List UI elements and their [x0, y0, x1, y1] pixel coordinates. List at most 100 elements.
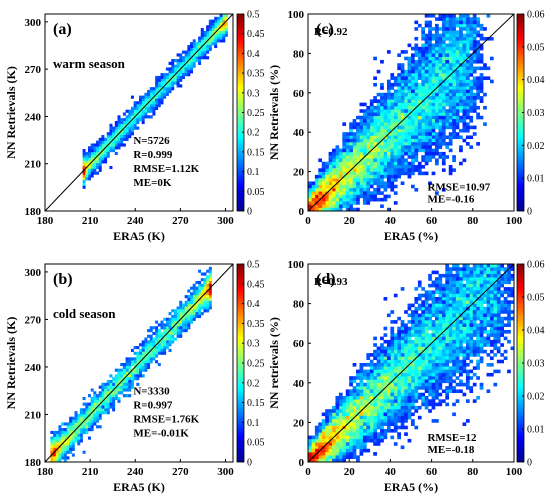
density-cell	[435, 132, 439, 136]
density-cell	[117, 143, 121, 147]
density-cell	[421, 306, 426, 311]
density-cell	[362, 158, 367, 163]
density-cell	[393, 158, 398, 163]
density-cell	[455, 290, 460, 294]
density-cell	[335, 194, 340, 199]
density-cell	[390, 122, 395, 126]
density-cell	[345, 204, 350, 209]
density-cell	[179, 70, 183, 74]
density-cell	[476, 66, 480, 71]
density-cell	[345, 405, 350, 410]
colorbar-tick-label: 0.15	[247, 147, 265, 158]
density-cell	[400, 181, 405, 186]
density-cell	[397, 389, 401, 393]
density-cell	[483, 339, 487, 344]
density-cell	[438, 356, 443, 360]
density-cell	[417, 297, 422, 301]
density-cell	[335, 422, 340, 426]
density-cell	[411, 356, 415, 360]
density-cell	[421, 145, 426, 149]
density-cell	[383, 369, 388, 374]
density-cell	[452, 379, 456, 384]
density-cell	[342, 402, 347, 407]
density-cell	[90, 413, 94, 418]
density-cell	[421, 343, 426, 347]
density-cell	[400, 96, 405, 100]
density-cell	[208, 292, 212, 296]
density-cell	[390, 148, 395, 153]
density-cell	[171, 84, 175, 88]
density-cell	[404, 323, 408, 327]
density-cell	[407, 359, 412, 364]
density-cell	[390, 415, 395, 420]
density-cell	[417, 392, 422, 397]
density-cell	[407, 115, 412, 120]
density-cell	[411, 184, 415, 189]
density-cell	[455, 382, 460, 387]
density-cell	[380, 402, 384, 407]
density-cell	[452, 132, 456, 136]
density-cell	[469, 125, 474, 130]
density-cell	[469, 20, 474, 25]
density-cell	[424, 69, 429, 74]
density-cell	[479, 386, 484, 390]
density-cell	[452, 283, 456, 288]
density-cell	[308, 452, 312, 456]
density-cell	[445, 155, 450, 159]
density-cell	[407, 89, 412, 94]
density-cell	[332, 171, 336, 176]
density-cell	[359, 435, 364, 440]
density-cell	[507, 313, 511, 318]
density-cell	[82, 428, 86, 432]
density-cell	[219, 14, 223, 18]
density-cell	[311, 448, 316, 453]
density-cell	[445, 333, 450, 337]
density-cell	[424, 326, 429, 331]
density-cell	[424, 405, 429, 410]
density-cell	[96, 408, 100, 412]
density-cell	[352, 405, 357, 410]
density-cell	[362, 125, 367, 130]
density-cell	[407, 138, 412, 143]
density-cell	[462, 50, 467, 54]
density-cell	[472, 343, 477, 347]
x-tick-label: 180	[37, 466, 54, 478]
density-cell	[106, 154, 110, 158]
density-cell	[397, 132, 401, 136]
density-cell	[445, 280, 450, 285]
density-cell	[98, 160, 102, 164]
density-cell	[171, 87, 175, 91]
density-cell	[139, 348, 142, 352]
density-cell	[122, 132, 126, 136]
density-cell	[356, 405, 360, 410]
density-cell	[479, 306, 484, 311]
density-cell	[469, 43, 474, 48]
density-cell	[352, 151, 357, 156]
density-cell	[507, 270, 511, 275]
density-cell	[133, 112, 137, 116]
density-cell	[61, 430, 65, 435]
density-cell	[421, 63, 426, 67]
density-cell	[136, 104, 140, 108]
density-cell	[390, 76, 395, 80]
density-cell	[472, 76, 477, 80]
density-cell	[181, 61, 185, 65]
density-cell	[87, 408, 91, 412]
density-cell	[171, 320, 175, 324]
density-cell	[438, 138, 443, 143]
density-cell	[421, 66, 426, 71]
density-cell	[404, 132, 408, 136]
density-cell	[483, 273, 487, 278]
density-cell	[187, 73, 191, 77]
density-cell	[356, 369, 360, 374]
density-cell	[187, 300, 191, 304]
density-cell	[479, 36, 484, 41]
density-cell	[465, 86, 470, 90]
density-cell	[393, 122, 398, 126]
density-cell	[222, 19, 226, 23]
density-cell	[438, 399, 443, 403]
density-cell	[428, 293, 432, 298]
density-cell	[141, 346, 145, 350]
density-cell	[160, 320, 164, 324]
panel-label: (b)	[53, 271, 73, 288]
